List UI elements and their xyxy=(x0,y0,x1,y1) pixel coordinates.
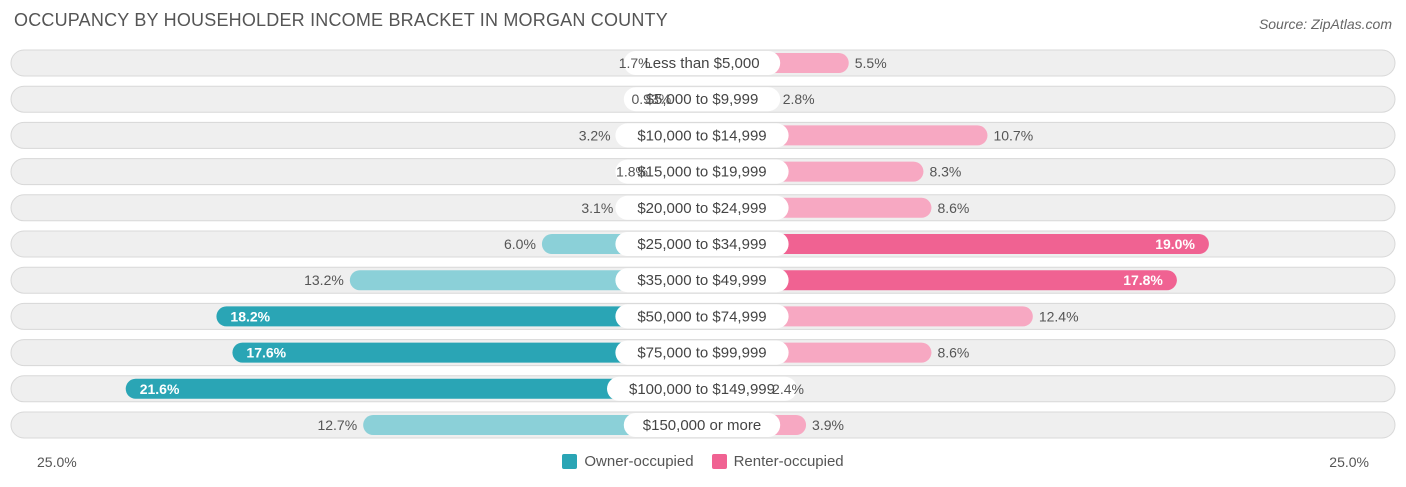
category-label-bg xyxy=(615,304,789,329)
renter-value-label: 2.4% xyxy=(772,381,804,397)
legend-owner[interactable]: Owner-occupied xyxy=(562,453,694,470)
owner-value-label: 3.1% xyxy=(581,200,613,216)
category-label: $150,000 or more xyxy=(643,417,761,434)
renter-value-label: 8.6% xyxy=(937,200,969,216)
owner-value-label: 13.2% xyxy=(304,272,344,288)
category-label: $10,000 to $14,999 xyxy=(637,127,766,144)
renter-value-label: 5.5% xyxy=(855,55,887,71)
category-label-bg xyxy=(615,195,789,220)
owner-value-label: 1.8% xyxy=(616,164,648,180)
category-label-bg xyxy=(623,87,781,112)
category-label-bg xyxy=(623,413,781,437)
owner-value-label: 6.0% xyxy=(504,236,536,252)
legend-owner-label: Owner-occupied xyxy=(584,453,694,470)
legend-renter-label: Renter-occupied xyxy=(733,453,844,470)
owner-value-label: 3.2% xyxy=(579,127,611,143)
renter-value-label: 19.0% xyxy=(1155,236,1195,252)
owner-value-label: 12.7% xyxy=(317,417,357,433)
renter-value-label: 10.7% xyxy=(993,127,1033,143)
owner-bar xyxy=(216,306,702,327)
axis-right-label: 25.0% xyxy=(1329,454,1369,470)
owner-bar xyxy=(232,342,702,363)
renter-value-label: 3.9% xyxy=(812,417,844,433)
owner-value-label: 0.93% xyxy=(631,91,671,107)
category-label: $75,000 to $99,999 xyxy=(637,345,766,362)
category-label-bg xyxy=(607,376,797,401)
category-label: $50,000 to $74,999 xyxy=(637,308,766,325)
category-label: $5,000 to $9,999 xyxy=(646,91,759,108)
category-label: $35,000 to $49,999 xyxy=(637,272,766,289)
category-label-bg xyxy=(615,232,789,256)
owner-value-label: 21.6% xyxy=(140,381,180,397)
renter-bar xyxy=(702,234,1209,254)
chart-title: OCCUPANCY BY HOUSEHOLDER INCOME BRACKET … xyxy=(14,10,668,30)
owner-bar xyxy=(349,270,702,291)
legend-renter[interactable]: Renter-occupied xyxy=(711,453,844,470)
source-label: Source: ZipAtlas.com xyxy=(1258,16,1392,32)
category-label: $20,000 to $24,999 xyxy=(637,200,766,217)
legend: Owner-occupied Renter-occupied xyxy=(0,453,1406,470)
category-label-bg xyxy=(615,159,789,184)
renter-value-label: 8.3% xyxy=(929,164,961,180)
legend-renter-swatch xyxy=(711,454,727,469)
owner-bar xyxy=(363,415,702,435)
category-label-bg xyxy=(615,340,789,365)
category-label-bg xyxy=(615,268,789,293)
category-label: $100,000 to $149,999 xyxy=(629,381,775,398)
owner-value-label: 17.6% xyxy=(246,345,286,361)
renter-value-label: 2.8% xyxy=(783,91,815,107)
owner-value-label: 18.2% xyxy=(230,308,270,324)
legend-owner-swatch xyxy=(562,454,578,469)
owner-value-label: 1.7% xyxy=(619,55,651,71)
renter-value-label: 12.4% xyxy=(1039,308,1079,324)
renter-bar xyxy=(702,270,1177,291)
category-label: Less than $5,000 xyxy=(644,55,759,72)
category-label: $15,000 to $19,999 xyxy=(637,164,766,181)
axis-left-label: 25.0% xyxy=(37,454,77,470)
category-label: $25,000 to $34,999 xyxy=(637,236,766,253)
renter-value-label: 8.6% xyxy=(937,345,969,361)
renter-value-label: 17.8% xyxy=(1123,272,1163,288)
category-label-bg xyxy=(615,123,789,148)
category-label-bg xyxy=(623,51,781,75)
owner-bar xyxy=(125,378,703,399)
